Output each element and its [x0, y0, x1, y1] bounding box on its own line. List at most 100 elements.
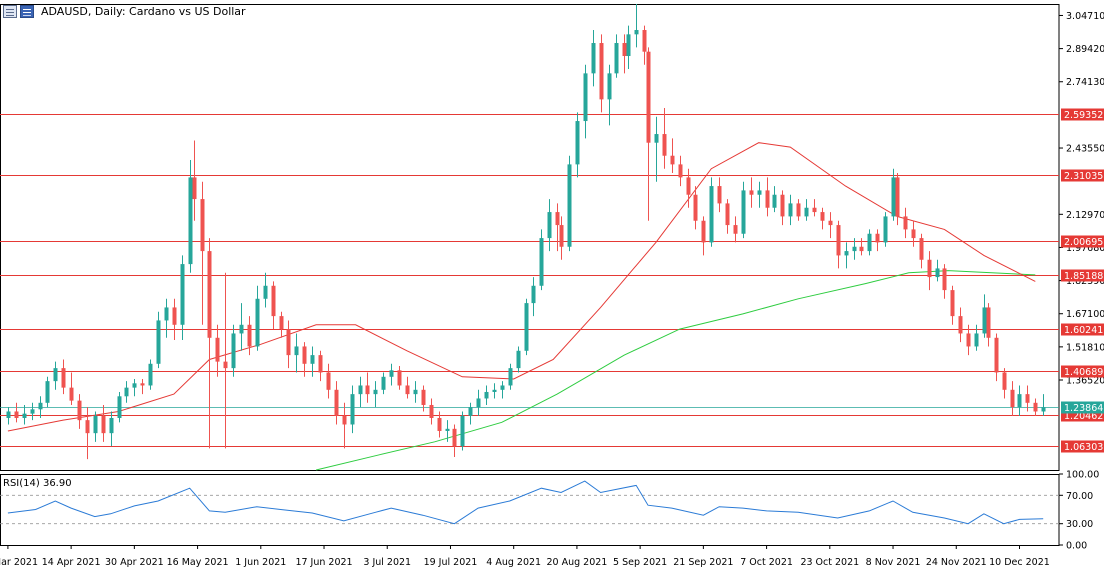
candle-bull[interactable]: [148, 363, 153, 386]
candle-bull[interactable]: [531, 285, 536, 304]
candle-bear[interactable]: [749, 190, 754, 195]
candle-bear[interactable]: [452, 428, 457, 447]
candle-bear[interactable]: [429, 404, 434, 418]
candle-bear[interactable]: [903, 216, 908, 230]
candle-bull[interactable]: [757, 190, 762, 195]
candle-bear[interactable]: [85, 420, 90, 434]
candle-bull[interactable]: [974, 333, 979, 347]
candle-bear[interactable]: [725, 203, 730, 226]
candle-bull[interactable]: [22, 413, 27, 418]
candle-bull[interactable]: [634, 30, 639, 35]
candle-bear[interactable]: [14, 411, 19, 418]
candle-bear[interactable]: [318, 355, 323, 373]
candle-bear[interactable]: [875, 233, 880, 243]
candle-bull[interactable]: [38, 402, 43, 410]
candle-bull[interactable]: [109, 417, 114, 434]
candle-bull[interactable]: [358, 385, 363, 395]
candle-bull[interactable]: [614, 43, 619, 74]
candle-bear[interactable]: [140, 383, 145, 386]
candle-bear[interactable]: [1025, 394, 1030, 403]
candle-bull[interactable]: [844, 251, 849, 256]
candle-bull[interactable]: [935, 268, 940, 278]
candle-bear[interactable]: [958, 316, 963, 334]
candle-bear[interactable]: [207, 251, 212, 338]
candle-bull[interactable]: [30, 409, 35, 414]
candle-bull[interactable]: [852, 246, 857, 252]
candle-bear[interactable]: [555, 212, 560, 226]
candle-bear[interactable]: [911, 229, 916, 239]
candle-bull[interactable]: [476, 398, 481, 408]
candle-bear[interactable]: [733, 225, 738, 234]
candle-bear[interactable]: [172, 307, 177, 325]
candle-bear[interactable]: [836, 225, 841, 256]
candle-bear[interactable]: [247, 324, 252, 347]
candle-bear[interactable]: [271, 285, 276, 317]
candle-bull[interactable]: [6, 411, 11, 418]
candle-bear[interactable]: [365, 385, 370, 395]
candle-bull[interactable]: [492, 389, 497, 392]
candle-bull[interactable]: [575, 121, 580, 165]
candle-bull[interactable]: [1017, 394, 1022, 408]
candle-bull[interactable]: [654, 134, 659, 143]
candle-bull[interactable]: [484, 391, 489, 399]
candle-bull[interactable]: [310, 355, 315, 364]
candle-bull[interactable]: [263, 285, 268, 299]
candle-bear[interactable]: [919, 238, 924, 260]
candle-bear[interactable]: [693, 194, 698, 221]
candle-bull[interactable]: [741, 190, 746, 234]
candle-bull[interactable]: [53, 368, 58, 382]
candle-bull[interactable]: [626, 34, 631, 57]
candle-bear[interactable]: [796, 203, 801, 217]
candle-bear[interactable]: [334, 389, 339, 416]
candle-bull[interactable]: [524, 303, 529, 351]
candle-bull[interactable]: [468, 407, 473, 416]
candle-bull[interactable]: [772, 194, 777, 208]
candle-bear[interactable]: [828, 220, 833, 226]
candle-bull[interactable]: [547, 212, 552, 239]
candle-bear[interactable]: [765, 190, 770, 208]
candle-bear[interactable]: [678, 164, 683, 178]
candle-bear[interactable]: [342, 415, 347, 425]
candle-bear[interactable]: [421, 389, 426, 405]
candle-bull[interactable]: [867, 233, 872, 252]
candle-bull[interactable]: [255, 298, 260, 347]
candle-bear[interactable]: [994, 337, 999, 373]
candle-bull[interactable]: [788, 203, 793, 217]
candle-bull[interactable]: [350, 394, 355, 425]
candle-bull[interactable]: [583, 73, 588, 122]
candle-bear[interactable]: [646, 51, 651, 143]
candle-bull[interactable]: [607, 73, 612, 100]
candle-bull[interactable]: [567, 164, 572, 247]
candle-bear[interactable]: [927, 259, 932, 278]
candle-bull[interactable]: [516, 350, 521, 369]
candle-bear[interactable]: [622, 43, 627, 57]
candle-bull[interactable]: [709, 186, 714, 243]
candle-bear[interactable]: [1033, 402, 1038, 412]
candle-bear[interactable]: [200, 199, 205, 252]
candle-bull[interactable]: [373, 389, 378, 395]
candle-bull[interactable]: [156, 320, 161, 364]
candle-bull[interactable]: [413, 389, 418, 395]
candle-bear[interactable]: [662, 134, 667, 156]
candle-bull[interactable]: [231, 333, 236, 369]
candle-bull[interactable]: [381, 376, 386, 390]
candle-bear[interactable]: [302, 346, 307, 364]
candle-bear[interactable]: [686, 177, 691, 195]
candle-bear[interactable]: [286, 329, 291, 356]
candle-bull[interactable]: [460, 415, 465, 447]
candle-bear[interactable]: [326, 372, 331, 390]
candle-bear[interactable]: [279, 316, 284, 330]
candle-bear[interactable]: [61, 368, 66, 388]
candle-bull[interactable]: [132, 383, 137, 388]
candle-bear[interactable]: [642, 30, 647, 52]
candle-bull[interactable]: [804, 207, 809, 217]
candle-bull[interactable]: [883, 216, 888, 243]
candle-bull[interactable]: [1041, 407, 1046, 412]
candle-bear[interactable]: [717, 186, 722, 204]
candle-bear[interactable]: [405, 385, 410, 395]
candle-bull[interactable]: [591, 43, 596, 74]
candle-bear[interactable]: [942, 268, 947, 291]
candle-bull[interactable]: [239, 324, 244, 334]
candle-bear[interactable]: [77, 400, 82, 421]
